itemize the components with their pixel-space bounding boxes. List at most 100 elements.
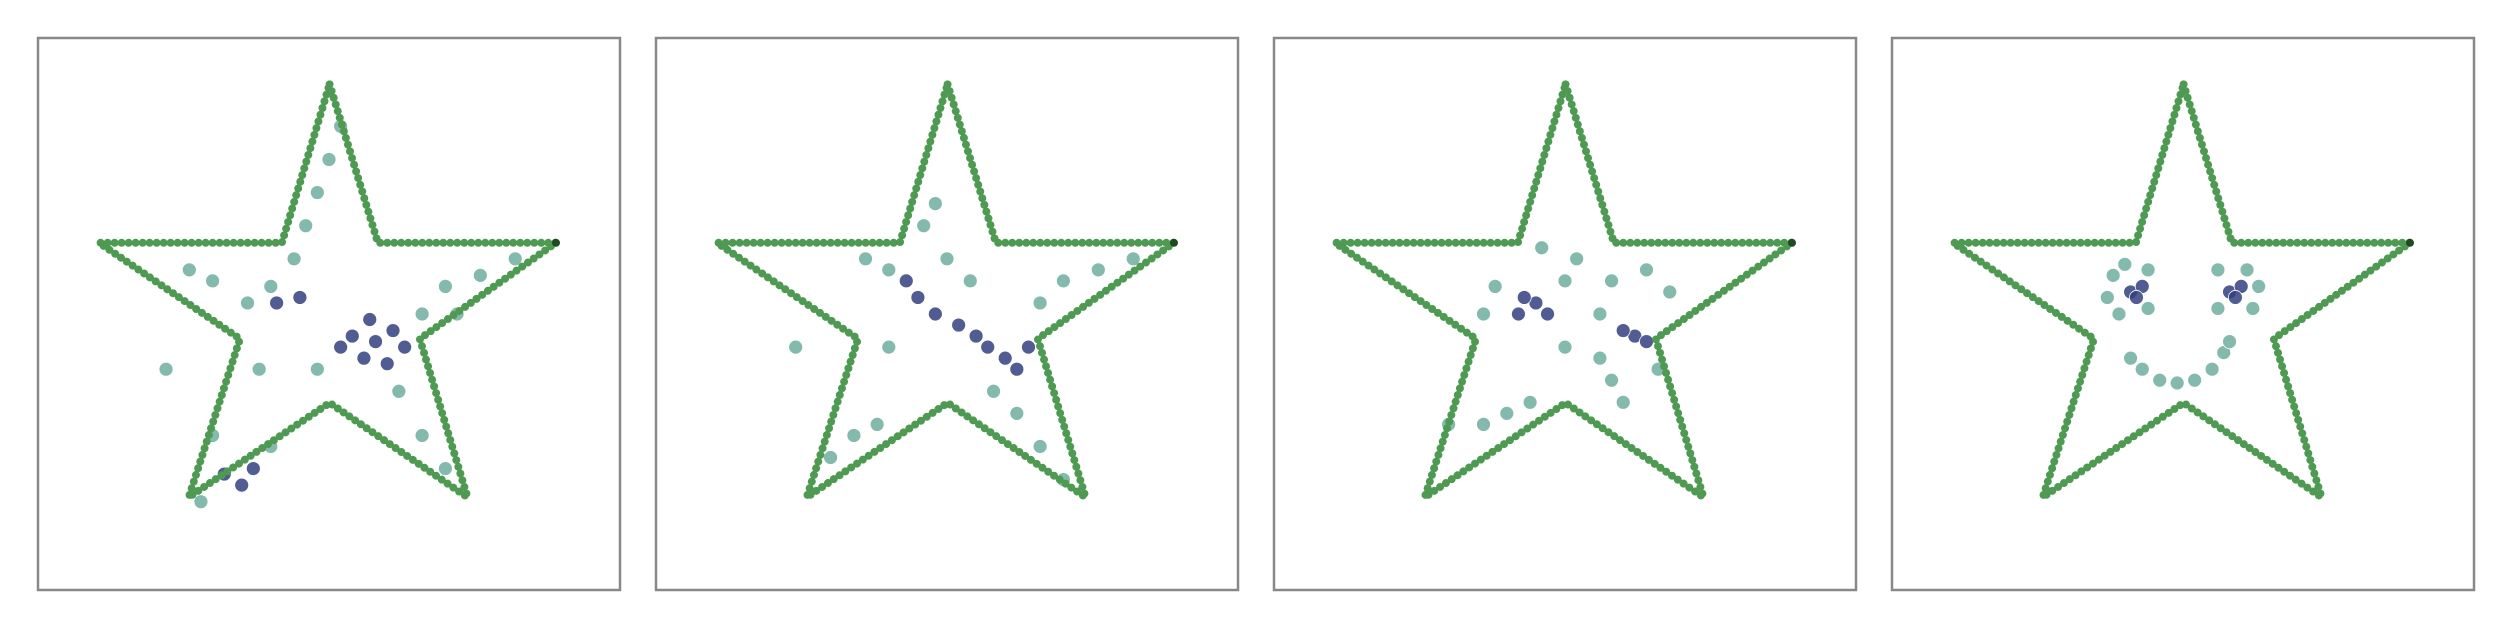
point <box>1056 273 1071 289</box>
panel-frame <box>1890 36 2476 592</box>
point <box>1032 295 1048 311</box>
point <box>1090 262 1106 278</box>
point <box>986 383 1001 399</box>
point <box>309 185 325 200</box>
point <box>245 461 261 476</box>
star-vertex <box>551 238 560 247</box>
point <box>962 273 978 289</box>
point <box>968 328 984 344</box>
point <box>788 339 804 355</box>
point <box>1534 240 1550 256</box>
point <box>286 251 302 267</box>
point <box>1009 405 1025 421</box>
point <box>881 262 897 278</box>
point <box>385 323 401 338</box>
point <box>2210 262 2226 278</box>
point <box>1557 273 1573 289</box>
point <box>1592 350 1608 366</box>
point <box>368 334 383 350</box>
point <box>1476 416 1491 432</box>
point <box>1499 405 1515 421</box>
point <box>1569 251 1585 267</box>
point <box>1662 284 1678 300</box>
point <box>193 494 209 510</box>
point <box>927 196 943 212</box>
point <box>2187 372 2203 388</box>
point <box>980 339 996 355</box>
point <box>309 361 325 377</box>
star-outline <box>1331 80 1796 502</box>
point <box>2227 290 2243 305</box>
point <box>292 290 308 305</box>
point <box>858 251 873 267</box>
point <box>2129 290 2144 305</box>
point <box>2210 301 2226 316</box>
point <box>2111 306 2127 322</box>
point <box>1487 278 1503 294</box>
point <box>1522 394 1538 410</box>
panel-frame <box>36 36 622 592</box>
point <box>997 350 1013 366</box>
point <box>1615 323 1631 338</box>
point <box>391 383 407 399</box>
point <box>2140 262 2156 278</box>
point <box>362 312 378 327</box>
point <box>1125 251 1141 267</box>
point <box>397 339 413 355</box>
point <box>881 339 897 355</box>
point <box>437 461 453 476</box>
point <box>2134 361 2150 377</box>
point <box>1511 306 1526 322</box>
point <box>507 251 523 267</box>
point <box>823 450 838 465</box>
star-vertex <box>1787 238 1796 247</box>
point <box>356 350 372 366</box>
point <box>1615 394 1631 410</box>
point <box>344 328 360 344</box>
point <box>1009 361 1025 377</box>
point <box>2105 267 2121 283</box>
point <box>1604 273 1619 289</box>
point <box>240 295 255 311</box>
point <box>1540 306 1555 322</box>
point <box>333 339 349 355</box>
point <box>437 278 453 294</box>
point <box>869 416 885 432</box>
point <box>2152 372 2168 388</box>
point <box>414 306 430 322</box>
point <box>927 306 943 322</box>
point <box>2251 278 2267 294</box>
point <box>2204 361 2220 377</box>
point <box>916 218 932 234</box>
point <box>1639 334 1654 350</box>
star-vertex <box>2405 238 2414 247</box>
point <box>321 152 337 167</box>
point <box>939 251 955 267</box>
point <box>951 317 967 333</box>
point <box>1021 339 1036 355</box>
point <box>158 361 174 377</box>
point <box>2140 301 2156 316</box>
star-outline <box>1949 80 2414 502</box>
point <box>472 267 488 283</box>
point <box>2169 375 2185 391</box>
star-outline <box>95 80 560 502</box>
point <box>1639 262 1654 278</box>
point <box>2222 334 2237 350</box>
point <box>2117 256 2133 272</box>
point <box>2245 301 2261 316</box>
point <box>1592 306 1608 322</box>
point <box>1557 339 1573 355</box>
point <box>269 295 285 311</box>
panel-frame <box>654 36 1240 592</box>
point <box>234 477 250 493</box>
point <box>910 290 926 305</box>
point <box>205 273 221 289</box>
panel-frame <box>1272 36 1858 592</box>
point <box>263 278 279 294</box>
star-vertex <box>1169 238 1178 247</box>
point <box>2099 290 2115 305</box>
point <box>1516 290 1532 305</box>
point <box>251 361 267 377</box>
